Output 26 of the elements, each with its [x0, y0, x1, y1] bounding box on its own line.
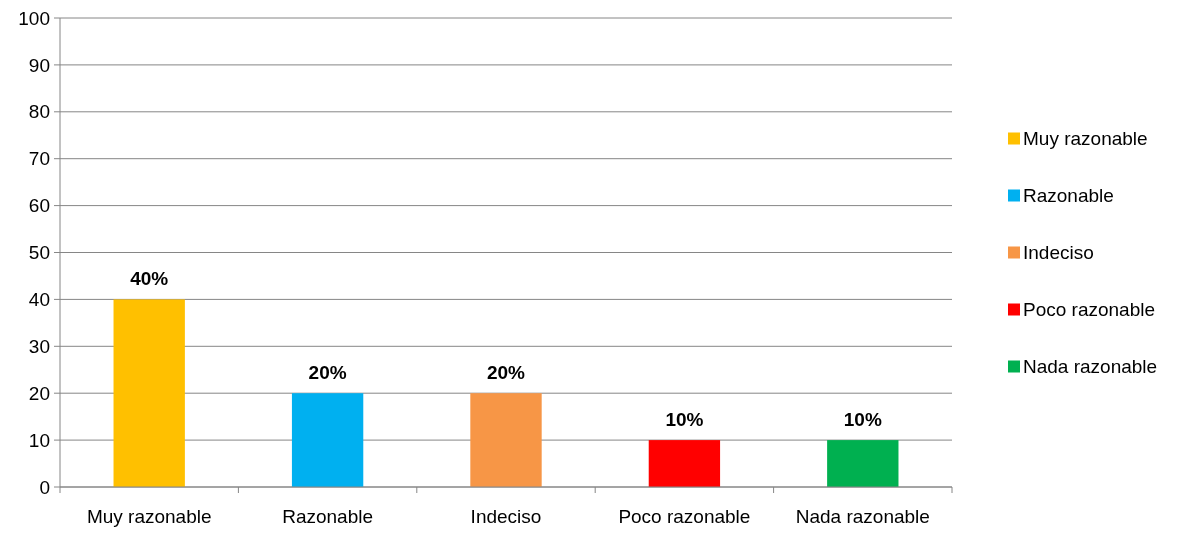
y-tick-label: 0 — [39, 476, 50, 498]
y-tick-label: 100 — [18, 7, 50, 29]
data-label: 20% — [486, 362, 526, 384]
y-tick-label: 80 — [28, 101, 50, 123]
x-tick-label: Indeciso — [470, 506, 542, 527]
y-tick-label: 60 — [28, 195, 50, 217]
y-tick-label: 70 — [28, 148, 50, 170]
x-tick-label: Muy razonable — [86, 506, 212, 527]
y-tick-label: 30 — [28, 335, 50, 357]
legend-label: Razonable — [1023, 185, 1114, 207]
data-label: 40% — [130, 268, 169, 290]
y-tick-label: 20 — [28, 382, 50, 404]
y-tick-label: 40 — [28, 289, 50, 311]
data-label: 10% — [843, 409, 882, 431]
legend-label: Poco razonable — [1023, 299, 1156, 321]
data-label: 20% — [308, 362, 347, 384]
x-tick-label: Poco razonable — [618, 506, 751, 527]
x-tick-label: Razonable — [282, 506, 374, 527]
legend-label: Nada razonable — [1023, 356, 1158, 378]
y-tick-label: 50 — [28, 242, 50, 264]
y-tick-label: 90 — [28, 54, 50, 76]
legend-label: Indeciso — [1023, 242, 1094, 264]
x-tick-label: Nada razonable — [795, 506, 930, 527]
y-tick-label: 10 — [28, 429, 50, 451]
legend-label: Muy razonable — [1023, 128, 1148, 150]
data-label: 10% — [665, 409, 704, 431]
